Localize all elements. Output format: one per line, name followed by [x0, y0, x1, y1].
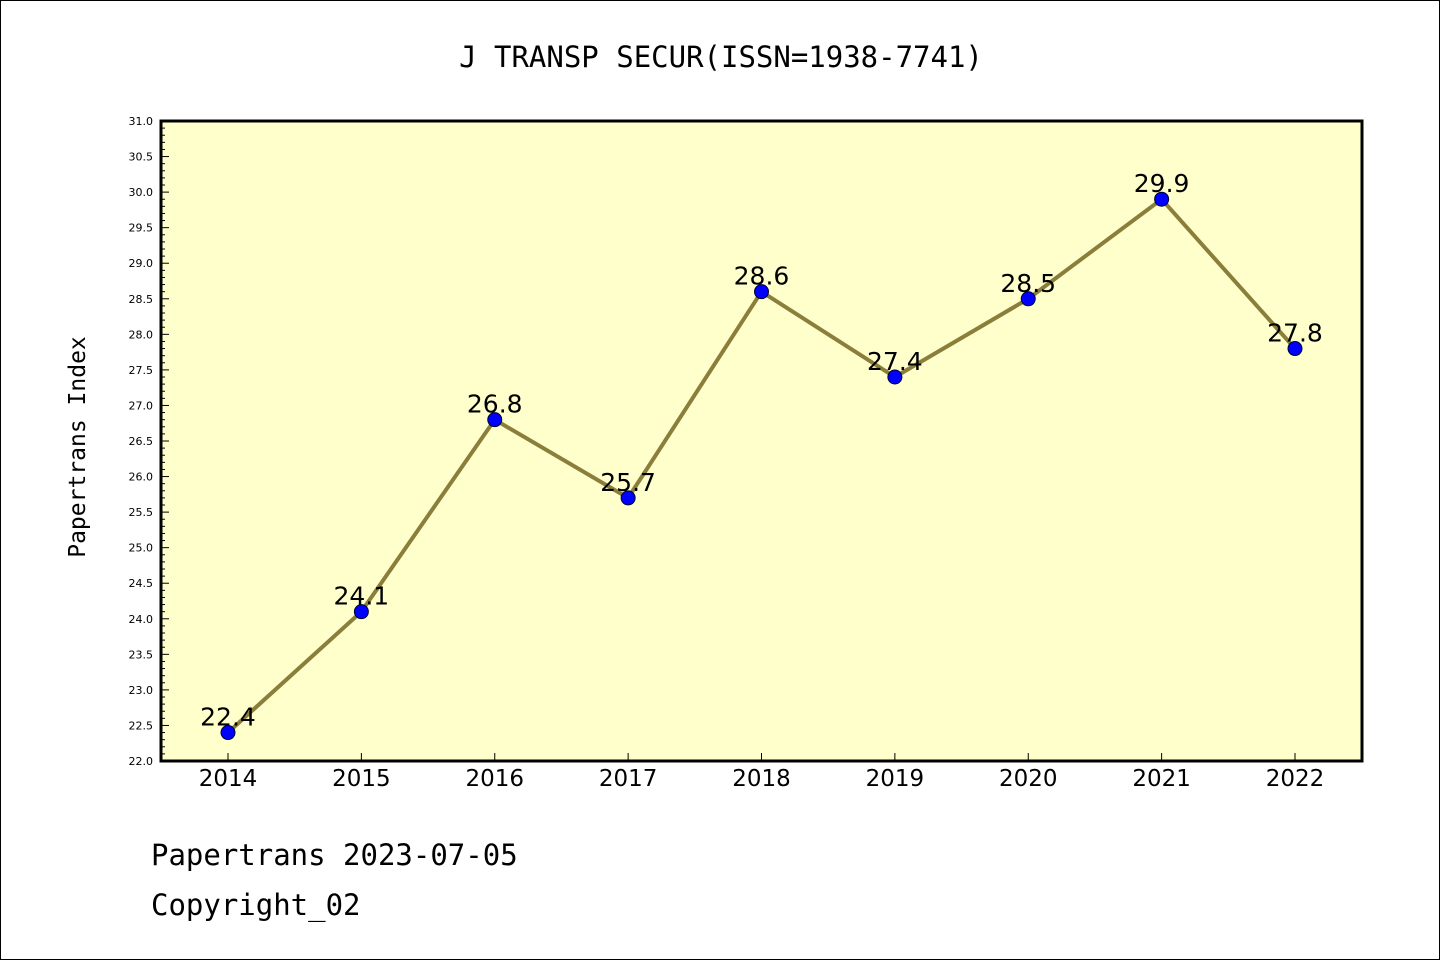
y-tick-label: 25.5 [129, 506, 154, 519]
y-tick-label: 29.0 [129, 257, 154, 270]
x-tick-label: 2022 [1266, 766, 1325, 792]
chart-title: J TRANSP SECUR(ISSN=1938-7741) [459, 40, 983, 74]
x-tick-label: 2015 [332, 766, 391, 792]
data-point [754, 284, 769, 300]
y-tick-label: 29.5 [129, 222, 154, 235]
data-label: 25.7 [600, 468, 656, 497]
x-tick-label: 2020 [999, 766, 1058, 792]
y-tick-label: 30.0 [129, 186, 154, 199]
footer-date: Papertrans 2023-07-05 [151, 838, 518, 872]
x-tick-label: 2019 [866, 766, 925, 792]
y-tick-label: 23.0 [129, 684, 154, 697]
data-point [220, 725, 236, 741]
x-axis: 2014 2015 2016 2017 2018 2019 2020 2021 2022 [199, 753, 1325, 792]
data-label: 29.9 [1134, 169, 1190, 198]
y-tick-label: 31.0 [129, 115, 154, 128]
y-tick-label: 27.5 [129, 364, 154, 377]
data-point [887, 369, 903, 385]
y-tick-label: 28.5 [129, 293, 154, 306]
data-point [487, 412, 503, 428]
data-label: 27.4 [867, 347, 923, 376]
y-tick-label: 24.0 [129, 613, 154, 626]
y-tick-label: 23.5 [129, 648, 154, 661]
data-point [353, 604, 369, 620]
x-tick-label: 2018 [732, 766, 791, 792]
series-markers [220, 191, 1303, 741]
y-axis: 22.0 22.5 23.0 23.5 24.0 24.5 25.0 25.5 26.0 26.5… [129, 115, 169, 768]
data-label: 28.5 [1000, 269, 1056, 298]
data-point [620, 490, 636, 506]
data-point [1287, 341, 1303, 357]
x-tick-label: 2021 [1132, 766, 1191, 792]
data-label: 24.1 [334, 582, 390, 611]
y-tick-label: 25.0 [129, 542, 154, 555]
y-tick-label: 22.5 [129, 719, 154, 732]
y-tick-label: 28.0 [129, 328, 154, 341]
y-tick-label: 24.5 [129, 577, 154, 590]
data-label: 28.6 [734, 262, 790, 291]
y-tick-label: 26.5 [129, 435, 154, 448]
y-tick-label: 30.5 [129, 151, 154, 164]
footer-copyright: Copyright_02 [151, 888, 361, 923]
y-tick-label: 22.0 [129, 755, 154, 768]
data-label: 26.8 [467, 390, 523, 419]
data-labels: 22.4 24.1 26.8 25.7 28.6 27.4 28.5 29.9 27.8 [200, 169, 1323, 731]
x-tick-label: 2017 [599, 766, 658, 792]
y-axis-label: Papertrans Index [65, 336, 91, 558]
y-tick-label: 27.0 [129, 399, 154, 412]
data-point [1020, 291, 1036, 307]
x-tick-label: 2014 [199, 766, 258, 792]
plot-area [159, 119, 1364, 763]
data-label: 27.8 [1267, 319, 1323, 348]
x-tick-label: 2016 [465, 766, 524, 792]
data-point [1154, 191, 1170, 207]
data-label: 22.4 [200, 703, 256, 732]
y-tick-label: 26.0 [129, 471, 154, 484]
